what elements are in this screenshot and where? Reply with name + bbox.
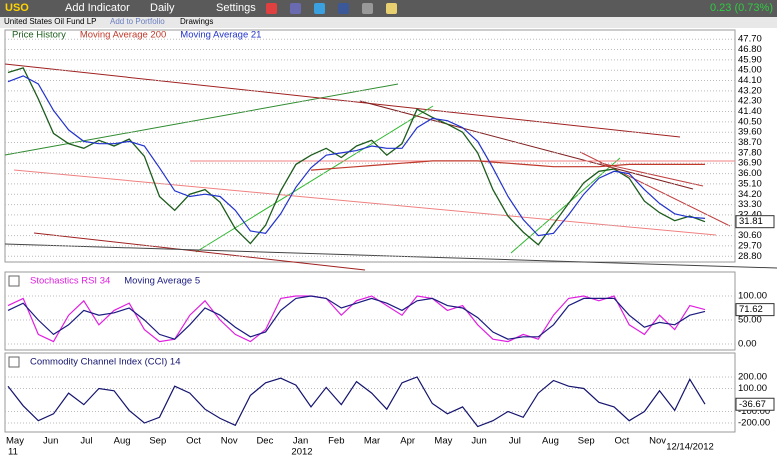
trendline: [33, 232, 366, 271]
legend-entry: Moving Average 21: [180, 30, 261, 41]
legend-entry: Moving Average 200: [80, 30, 166, 41]
series-line: [7, 376, 706, 428]
x-tick-label: Mar: [364, 436, 380, 447]
trendline: [4, 63, 681, 138]
close-box: [8, 275, 20, 287]
last-value: 31.81: [739, 216, 763, 227]
legend-entry: Price History: [12, 30, 66, 41]
drawings[interactable]: Drawings: [180, 17, 214, 26]
trendline: [195, 105, 434, 253]
icon[interactable]: [290, 3, 301, 14]
y-tick-label: 43.20: [738, 85, 762, 96]
y-tick-label: 45.00: [738, 65, 762, 76]
y-tick-label: 46.80: [738, 44, 762, 55]
series-line: [7, 67, 706, 246]
icon[interactable]: [314, 3, 325, 14]
x-tick-label: Nov: [221, 436, 238, 447]
series-line: [310, 160, 705, 171]
series-line: [7, 75, 706, 237]
trendline: [359, 100, 694, 190]
symbol[interactable]: USO: [5, 2, 29, 14]
y-tick-label: 29.70: [738, 240, 762, 251]
y-tick-label: 40.50: [738, 116, 762, 127]
y-tick-label: 34.20: [738, 189, 762, 200]
x-tick-label: May: [6, 436, 24, 447]
year-label: 11: [8, 447, 18, 456]
x-tick-label: Nov: [649, 436, 666, 447]
x-tick-label: Feb: [328, 436, 344, 447]
trendline: [599, 162, 704, 187]
y-tick-label: 42.30: [738, 96, 762, 107]
trendline: [4, 243, 777, 269]
y-tick-label: 37.80: [738, 147, 762, 158]
x-tick-label: Oct: [615, 436, 630, 447]
year-label: 2012: [291, 447, 312, 456]
last-value-box: [735, 215, 775, 229]
y-tick-label: 47.70: [738, 34, 762, 45]
x-tick-label: Jun: [471, 436, 486, 447]
icon[interactable]: [266, 3, 277, 14]
y-tick-label: 32.40: [738, 209, 762, 220]
toolbar: USO Add Indicator Daily Settings 0.23 (0…: [0, 0, 777, 17]
y-tick-label: 36.90: [738, 158, 762, 169]
y-tick-label: 30.60: [738, 230, 762, 241]
settings[interactable]: Settings: [216, 2, 256, 14]
trendline: [4, 83, 399, 156]
y-tick-label: 0.00: [738, 339, 757, 350]
y-tick-label: 36.00: [738, 168, 762, 179]
legend-entry: Commodity Channel Index (CCI) 14: [30, 357, 180, 368]
add-to-portfolio[interactable]: Add to Portfolio: [110, 17, 165, 26]
x-tick-label: Jul: [509, 436, 521, 447]
add-indicator[interactable]: Add Indicator: [65, 2, 130, 14]
y-tick-label: 38.70: [738, 137, 762, 148]
y-tick-label: 200.00: [738, 372, 767, 383]
legend-entry: Moving Average 5: [124, 276, 200, 287]
x-tick-label: Jun: [43, 436, 58, 447]
series-line: [7, 295, 706, 343]
x-tick-label: Aug: [114, 436, 131, 447]
last-value: 71.62: [739, 304, 763, 315]
fund-name: United States Oil Fund LP: [4, 17, 97, 26]
y-tick-label: -200.00: [738, 418, 770, 429]
y-tick-label: 28.80: [738, 251, 762, 262]
y-tick-label: 39.60: [738, 127, 762, 138]
y-tick-label: 100.00: [738, 291, 767, 302]
x-tick-label: May: [434, 436, 452, 447]
x-tick-label: Sep: [578, 436, 595, 447]
icon[interactable]: [362, 3, 373, 14]
change: 0.23 (0.73%): [710, 2, 773, 14]
trendline: [13, 169, 717, 236]
y-tick-label: 100.00: [738, 383, 767, 394]
x-tick-label: Apr: [400, 436, 415, 447]
icon[interactable]: [338, 3, 349, 14]
series-line: [7, 295, 706, 340]
x-tick-label: Jan: [293, 436, 308, 447]
subbar: United States Oil Fund LP Add to Portfol…: [0, 17, 777, 28]
y-tick-label: -100.00: [738, 406, 770, 417]
y-tick-label: 50.00: [738, 315, 762, 326]
x-tick-label: Oct: [186, 436, 201, 447]
x-tick-label: Aug: [542, 436, 559, 447]
last-value-box: [735, 397, 775, 411]
period[interactable]: Daily: [150, 2, 175, 14]
last-value-box: [735, 303, 775, 317]
x-tick-label: Jul: [80, 436, 92, 447]
x-tick-label: Dec: [256, 436, 273, 447]
y-tick-label: 41.40: [738, 106, 762, 117]
y-tick-label: 35.10: [738, 178, 762, 189]
last-value: -36.67: [739, 399, 766, 410]
last-date: 12/14/2012: [666, 442, 714, 453]
x-tick-label: Sep: [149, 436, 166, 447]
close-box: [8, 356, 20, 368]
icon[interactable]: [386, 3, 397, 14]
y-tick-label: 45.90: [738, 54, 762, 65]
y-tick-label: 44.10: [738, 75, 762, 86]
panel-frame: [4, 271, 736, 351]
y-tick-label: 33.30: [738, 199, 762, 210]
legend-entry: Stochastics RSI 34: [30, 276, 110, 287]
